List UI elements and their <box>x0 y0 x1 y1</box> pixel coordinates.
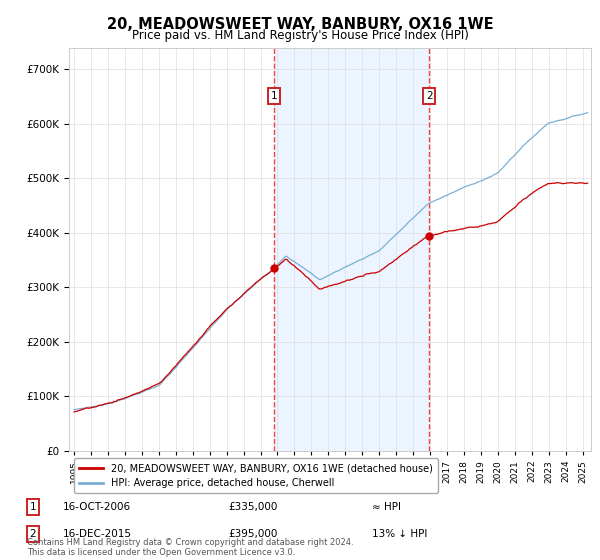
Text: 16-DEC-2015: 16-DEC-2015 <box>63 529 132 539</box>
Text: 1: 1 <box>271 91 277 101</box>
Legend: 20, MEADOWSWEET WAY, BANBURY, OX16 1WE (detached house), HPI: Average price, det: 20, MEADOWSWEET WAY, BANBURY, OX16 1WE (… <box>74 459 437 493</box>
Text: 13% ↓ HPI: 13% ↓ HPI <box>372 529 427 539</box>
Text: ≈ HPI: ≈ HPI <box>372 502 401 512</box>
Text: £335,000: £335,000 <box>228 502 277 512</box>
Bar <box>274 48 430 451</box>
Text: 2: 2 <box>426 91 433 101</box>
Text: £395,000: £395,000 <box>228 529 277 539</box>
Text: 20, MEADOWSWEET WAY, BANBURY, OX16 1WE: 20, MEADOWSWEET WAY, BANBURY, OX16 1WE <box>107 17 493 32</box>
Text: 2: 2 <box>29 529 37 539</box>
Text: 1: 1 <box>29 502 37 512</box>
Text: Price paid vs. HM Land Registry's House Price Index (HPI): Price paid vs. HM Land Registry's House … <box>131 29 469 42</box>
Text: 16-OCT-2006: 16-OCT-2006 <box>63 502 131 512</box>
Text: Contains HM Land Registry data © Crown copyright and database right 2024.
This d: Contains HM Land Registry data © Crown c… <box>27 538 353 557</box>
